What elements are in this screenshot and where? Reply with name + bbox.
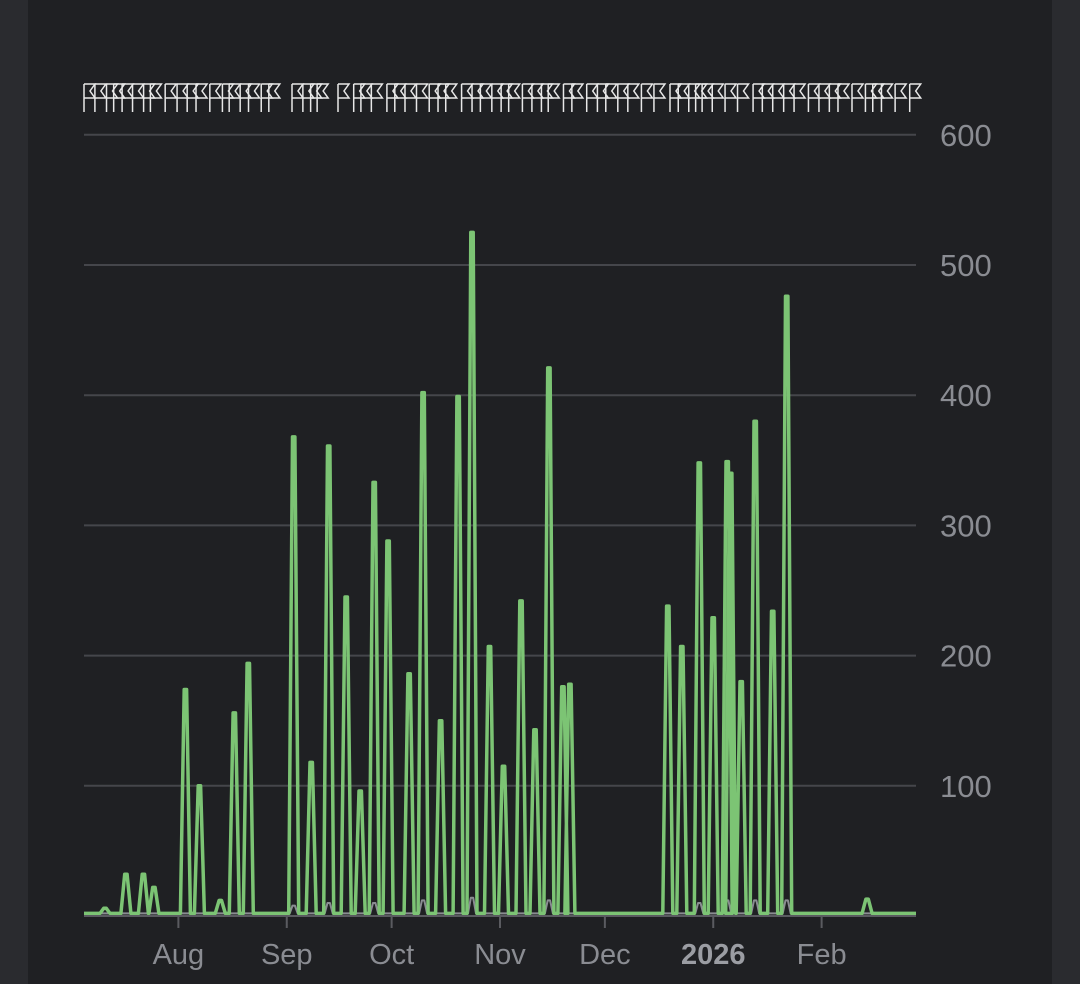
event-flag-icon bbox=[640, 83, 654, 112]
event-flag-icon bbox=[531, 83, 545, 112]
event-flag-icon bbox=[585, 83, 600, 112]
event-flag-icon bbox=[131, 83, 145, 112]
event-flag-icon bbox=[571, 83, 585, 112]
x-tick-label: Oct bbox=[369, 939, 414, 971]
event-flag-icon bbox=[370, 83, 384, 112]
event-flag-icon bbox=[239, 83, 253, 112]
event-flag-icon bbox=[677, 83, 691, 112]
y-axis: 100 200 300 400 500 600 bbox=[940, 118, 992, 804]
event-flag-icon bbox=[186, 83, 200, 112]
event-flag-icon bbox=[596, 83, 610, 112]
event-flag-icon bbox=[428, 83, 442, 112]
event-flag-icon bbox=[471, 83, 485, 112]
event-flag-icon bbox=[669, 83, 683, 112]
grid-lines bbox=[84, 133, 916, 787]
event-flag-icon bbox=[491, 83, 505, 112]
x-tick-label: Dec bbox=[579, 939, 631, 971]
event-flag-icon bbox=[653, 83, 667, 112]
event-flag-icon bbox=[164, 83, 178, 112]
event-flag-icon bbox=[121, 83, 135, 112]
event-flag-icon bbox=[507, 83, 522, 112]
y-tick-label: 300 bbox=[940, 508, 992, 543]
event-flag-icon bbox=[268, 83, 282, 112]
event-flag-icon bbox=[605, 83, 619, 112]
event-flag-icon bbox=[316, 83, 330, 112]
event-flag-icon bbox=[701, 83, 715, 112]
event-flag-icon bbox=[415, 83, 429, 112]
event-flag-icon bbox=[711, 83, 725, 112]
y-tick-label: 600 bbox=[940, 118, 992, 153]
event-flag-icon bbox=[880, 83, 894, 112]
x-tick-label: Feb bbox=[797, 939, 847, 971]
y-tick-label: 200 bbox=[940, 639, 992, 674]
event-flag-icon bbox=[291, 83, 305, 112]
event-flag-icon bbox=[337, 83, 351, 112]
series-lines bbox=[84, 230, 916, 916]
event-flag-icon bbox=[479, 83, 493, 112]
event-markers bbox=[83, 83, 923, 112]
event-flag-icon bbox=[94, 83, 108, 112]
event-flag-icon bbox=[818, 83, 832, 112]
event-flag-icon bbox=[228, 83, 242, 112]
event-flag-icon bbox=[761, 83, 775, 112]
event-flag-icon bbox=[149, 83, 163, 112]
y-tick-label: 400 bbox=[940, 378, 992, 413]
event-flag-icon bbox=[617, 83, 631, 112]
event-flag-icon bbox=[793, 83, 807, 112]
event-flag-icon bbox=[627, 83, 641, 112]
event-flag-icon bbox=[724, 83, 738, 112]
event-flag-icon bbox=[562, 83, 576, 112]
event-flag-icon bbox=[837, 83, 851, 112]
event-flag-icon bbox=[908, 83, 923, 112]
event-flag-icon bbox=[209, 83, 223, 112]
event-flag-icon bbox=[394, 83, 408, 112]
event-flag-icon bbox=[247, 83, 261, 112]
event-flag-icon bbox=[828, 83, 842, 112]
event-flag-icon bbox=[521, 83, 535, 112]
event-flag-icon bbox=[871, 83, 886, 112]
event-flag-icon bbox=[771, 83, 786, 112]
x-tick-label: Aug bbox=[153, 939, 205, 971]
event-flag-icon bbox=[807, 83, 821, 112]
x-tick-label: Nov bbox=[474, 939, 526, 971]
event-flag-icon bbox=[176, 83, 190, 112]
y-tick-label: 100 bbox=[940, 769, 992, 804]
y-tick-label: 500 bbox=[940, 248, 992, 283]
event-flag-icon bbox=[851, 83, 865, 112]
x-tick-label: Sep bbox=[261, 939, 313, 971]
x-tick-label: 2026 bbox=[681, 939, 746, 971]
event-flag-icon bbox=[894, 83, 908, 112]
x-axis: Aug Sep Oct Nov Dec 2026 Feb bbox=[84, 915, 916, 971]
event-flag-icon bbox=[360, 83, 374, 112]
event-flag-icon bbox=[752, 83, 766, 112]
event-flag-icon bbox=[444, 83, 459, 112]
event-flag-icon bbox=[112, 83, 127, 112]
event-flag-icon bbox=[404, 83, 418, 112]
series-line bbox=[84, 230, 916, 916]
event-flag-icon bbox=[782, 83, 797, 112]
event-flag-icon bbox=[460, 83, 475, 112]
event-flag-icon bbox=[547, 83, 561, 112]
event-flag-icon bbox=[83, 83, 97, 112]
event-flag-icon bbox=[736, 83, 750, 112]
event-flag-icon bbox=[195, 83, 209, 112]
